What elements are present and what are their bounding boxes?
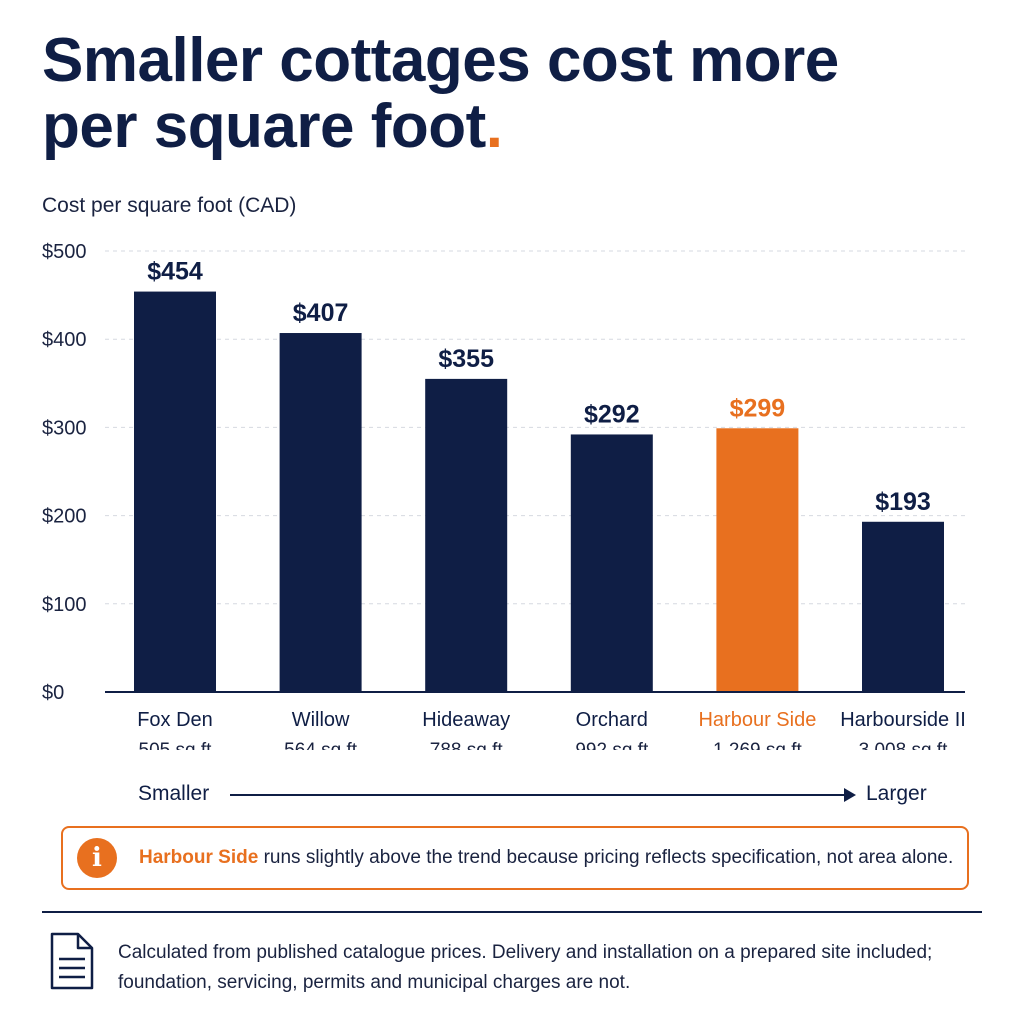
x-size-label: 564 sq ft (284, 740, 358, 750)
bar (570, 434, 653, 692)
bar (425, 378, 508, 692)
y-tick-label: $100 (42, 594, 87, 616)
x-size-label: 788 sq ft (430, 740, 504, 750)
page-title: Smaller cottages cost more per square fo… (42, 28, 942, 160)
bar (134, 291, 216, 692)
x-category-label: Willow (292, 709, 350, 731)
bar-value-label: $193 (875, 488, 931, 516)
callout-body: runs slightly above the trend because pr… (258, 847, 954, 868)
bar (716, 428, 799, 692)
bar (862, 521, 944, 692)
y-tick-label: $200 (42, 506, 87, 528)
title-dot: . (485, 92, 503, 161)
callout-highlight: Harbour Side (139, 847, 259, 868)
bar-value-label: $292 (584, 400, 640, 428)
size-direction-axis: Smaller Larger (138, 778, 938, 812)
chart-subtitle: Cost per square foot (CAD) (42, 194, 297, 217)
info-icon: i (77, 838, 117, 878)
footnote-text: Calculated from published catalogue pric… (118, 942, 933, 993)
x-category-label: Harbour Side (698, 709, 816, 731)
callout-text: Harbour Side runs slightly above the tre… (139, 847, 953, 869)
bar-chart: $0 $100 $200 $300 $400 $500 $454 Fox Den 505 sq … (42, 241, 966, 750)
size-axis-right-label: Larger (866, 782, 927, 805)
y-tick-label: $500 (42, 241, 87, 263)
y-tick-label: $400 (42, 329, 87, 351)
bar-value-label: $407 (293, 299, 349, 327)
x-category-label: Harbourside II (840, 709, 966, 731)
document-icon (50, 932, 94, 990)
x-size-label: 1,269 sq ft (713, 740, 802, 750)
x-category-label: Hideaway (422, 709, 510, 731)
y-tick-label: $300 (42, 417, 87, 439)
bar (279, 333, 362, 692)
x-size-label: 3,008 sq ft (859, 740, 948, 750)
x-category-label: Fox Den (137, 709, 213, 731)
x-size-label: 992 sq ft (575, 740, 649, 750)
x-size-label: 505 sq ft (139, 740, 213, 750)
arrow-right-icon (844, 788, 856, 802)
y-tick-label: $0 (42, 682, 64, 704)
bar-value-label: $299 (730, 394, 786, 422)
callout-box: i Harbour Side runs slightly above the t… (61, 826, 969, 890)
size-axis-left-label: Smaller (138, 782, 210, 805)
bar-value-label: $355 (438, 345, 494, 373)
bar-value-label: $454 (147, 258, 203, 286)
footer-divider (42, 911, 982, 913)
size-axis-line (230, 794, 850, 796)
title-text: Smaller cottages cost more per square fo… (42, 26, 839, 161)
x-category-label: Orchard (576, 709, 648, 731)
